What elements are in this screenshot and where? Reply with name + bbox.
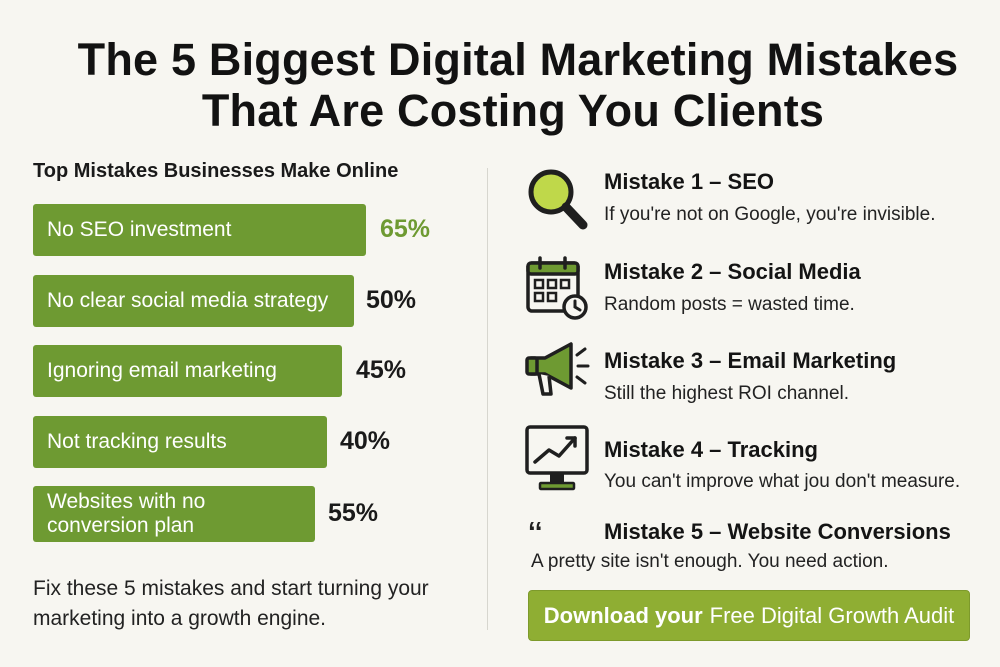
- bar-label-3: Ignoring email marketing: [47, 359, 277, 382]
- download-audit-button-label: Free Digital Growth Audit: [709, 602, 955, 628]
- page-title-line-1: The 5 Biggest Digital Marketing Mistakes: [77, 34, 959, 85]
- bar-value-2: 50%: [366, 286, 417, 314]
- calendar-clock-icon: [526, 256, 588, 320]
- mistake-3-desc: Still the highest ROI channel.: [604, 383, 850, 404]
- chart-title: Top Mistakes Businesses Make Online: [33, 160, 399, 182]
- column-divider: [487, 168, 488, 630]
- bar-value-4: 40%: [340, 427, 391, 455]
- bar-label-1: No SEO investment: [47, 218, 232, 241]
- bar-label-2: No clear social media strategy: [47, 289, 329, 312]
- bar-1: No SEO investment: [33, 204, 366, 256]
- bar-label-5: Websites with no conversion plan: [47, 490, 206, 537]
- mistake-2-title: Mistake 2 – Social Media: [604, 259, 861, 284]
- quote-icon: ‘‘: [528, 516, 543, 547]
- mistake-3-title: Mistake 3 – Email Marketing: [604, 348, 897, 373]
- bar-3: Ignoring email marketing: [33, 345, 342, 397]
- page-title-line-2: That Are Costing You Clients: [201, 85, 825, 136]
- bar-value-1: 65%: [380, 215, 431, 243]
- bar-value-5: 55%: [328, 499, 379, 527]
- bar-value-3: 45%: [356, 356, 407, 384]
- mistake-1-desc: If you're not on Google, you're invisibl…: [604, 204, 936, 225]
- footer-text: Fix these 5 mistakes and start turning y…: [33, 577, 429, 630]
- magnifier-icon: [528, 169, 588, 230]
- mistake-2-desc: Random posts = wasted time.: [604, 294, 855, 315]
- mistake-5-desc: A pretty site isn't enough. You need act…: [531, 551, 889, 572]
- download-audit-button-bold: Download your: [543, 602, 703, 628]
- download-audit-button[interactable]: Download your Free Digital Growth Audit: [528, 590, 970, 641]
- page-title: The 5 Biggest Digital Marketing Mistakes…: [0, 34, 1000, 136]
- mistake-4-title: Mistake 4 – Tracking: [604, 437, 818, 462]
- megaphone-icon: [525, 342, 590, 396]
- bar-5: Websites with no conversion plan: [33, 486, 315, 542]
- mistake-4-desc: You can't improve what jou don't measure…: [604, 471, 961, 492]
- monitor-chart-icon: [525, 425, 589, 491]
- bar-4: Not tracking results: [33, 416, 327, 468]
- bar-label-4: Not tracking results: [47, 430, 227, 453]
- mistake-1-title: Mistake 1 – SEO: [604, 169, 774, 194]
- bar-2: No clear social media strategy: [33, 275, 354, 327]
- mistake-5-title: Mistake 5 – Website Conversions: [604, 519, 951, 544]
